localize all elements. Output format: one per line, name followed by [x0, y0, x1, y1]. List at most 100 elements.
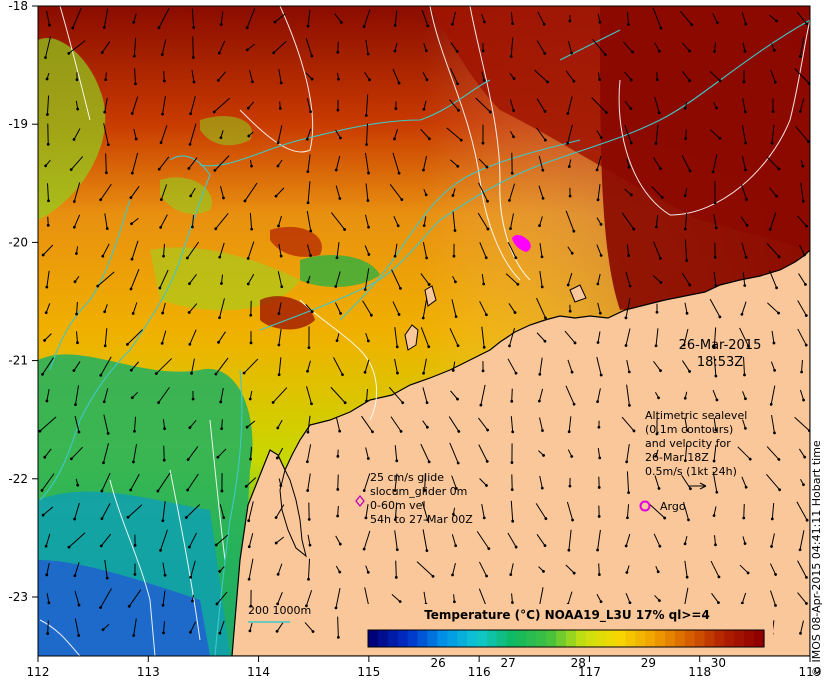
velocity-arrow — [742, 42, 747, 53]
velocity-arrow — [335, 333, 340, 343]
velocity-arrow — [709, 298, 722, 319]
velocity-arrow — [157, 156, 170, 171]
velocity-arrow — [567, 529, 572, 552]
velocity-arrow — [335, 535, 342, 546]
velocity-arrow — [654, 449, 659, 458]
velocity-arrow — [451, 562, 456, 577]
velocity-arrow — [218, 298, 225, 320]
velocity-arrow — [451, 534, 458, 548]
velocity-arrow — [277, 357, 282, 377]
velocity-arrow — [448, 416, 461, 433]
velocity-arrow — [538, 357, 543, 376]
velocity-arrow — [509, 73, 516, 81]
velocity-arrow — [539, 243, 544, 259]
velocity-arrow — [739, 327, 750, 348]
velocity-arrow — [274, 536, 285, 545]
lon-tick-label: 112 — [27, 665, 50, 679]
velocity-arrow — [481, 504, 486, 520]
velocity-arrow — [75, 246, 79, 255]
velocity-arrow — [510, 12, 514, 26]
velocity-arrow — [96, 271, 115, 288]
velocity-arrow — [159, 184, 168, 202]
velocity-arrow — [714, 535, 717, 547]
velocity-arrow — [452, 211, 457, 232]
velocity-arrow — [393, 216, 400, 228]
velocity-arrow — [43, 333, 52, 342]
velocity-arrow — [481, 326, 486, 349]
velocity-arrow — [421, 10, 430, 28]
velocity-arrow — [713, 272, 718, 288]
velocity-arrow — [713, 101, 718, 110]
velocity-arrow — [655, 391, 660, 400]
velocity-arrow — [567, 159, 572, 168]
velocity-arrow — [476, 531, 491, 551]
velocity-arrow — [625, 444, 630, 464]
velocity-arrow — [243, 182, 258, 203]
velocity-arrow — [422, 100, 427, 111]
velocity-arrow — [362, 300, 373, 317]
velocity-arrow — [481, 273, 486, 286]
velocity-arrow — [797, 328, 808, 347]
velocity-arrow — [278, 68, 283, 85]
argo-label: Argo — [660, 500, 686, 513]
velocity-arrow — [103, 328, 108, 348]
sealevel-contours — [39, 6, 810, 656]
velocity-arrow — [626, 360, 631, 374]
velocity-arrow — [132, 618, 137, 637]
velocity-arrow — [45, 270, 50, 289]
velocity-arrow — [654, 475, 661, 490]
velocity-arrow — [449, 68, 459, 86]
velocity-arrow — [74, 385, 79, 407]
velocity-arrow — [249, 446, 252, 461]
velocity-arrow — [422, 242, 428, 260]
velocity-arrow — [567, 40, 573, 55]
velocity-arrow — [596, 594, 603, 604]
velocity-arrow — [799, 244, 806, 257]
velocity-arrow — [595, 155, 602, 172]
colorbar-segment — [387, 630, 399, 647]
timestamp-date: 26-Mar-2015 — [679, 338, 762, 353]
colorbar-segment — [635, 630, 646, 647]
velocity-arrow — [624, 101, 633, 111]
velocity-arrow — [509, 37, 514, 58]
lat-tick-label: -19 — [8, 117, 28, 131]
velocity-arrow — [713, 214, 718, 230]
velocity-arrow — [276, 419, 283, 430]
colorbar-segment — [704, 630, 716, 647]
velocity-arrow — [596, 331, 601, 344]
velocity-arrow — [362, 473, 371, 492]
legend-line-3: and velocity for — [645, 437, 731, 450]
velocity-arrow — [653, 533, 662, 548]
velocity-arrow — [246, 101, 255, 110]
velocity-arrow — [304, 622, 315, 633]
velocity-arrow — [335, 416, 342, 433]
velocity-arrow — [713, 42, 716, 53]
velocity-arrow — [596, 217, 603, 226]
colorbar-segment — [585, 630, 597, 647]
velocity-arrow — [627, 11, 630, 26]
velocity-arrow — [41, 357, 54, 376]
colorbar-segment — [397, 630, 409, 647]
velocity-arrow — [103, 123, 110, 147]
velocity-arrow — [766, 446, 781, 461]
velocity-arrow — [74, 415, 81, 434]
colorbar-segment — [516, 630, 527, 647]
velocity-arrow — [683, 101, 688, 110]
velocity-arrow — [624, 188, 633, 197]
velocity-arrow — [621, 212, 636, 231]
velocity-arrow — [277, 215, 282, 228]
velocity-arrow — [422, 420, 429, 429]
velocity-arrow — [591, 97, 608, 114]
velocity-arrow — [130, 391, 139, 400]
velocity-arrow — [392, 152, 401, 175]
velocity-arrow — [126, 504, 143, 519]
velocity-arrow — [306, 154, 311, 174]
velocity-arrow — [768, 212, 777, 231]
velocity-arrow — [796, 501, 809, 522]
lat-tick-label: -22 — [8, 472, 28, 486]
velocity-arrow — [71, 7, 82, 30]
velocity-arrow — [479, 242, 488, 260]
colorbar-segment — [486, 630, 498, 647]
colorbar-segment — [556, 630, 567, 647]
velocity-arrow — [334, 271, 341, 288]
